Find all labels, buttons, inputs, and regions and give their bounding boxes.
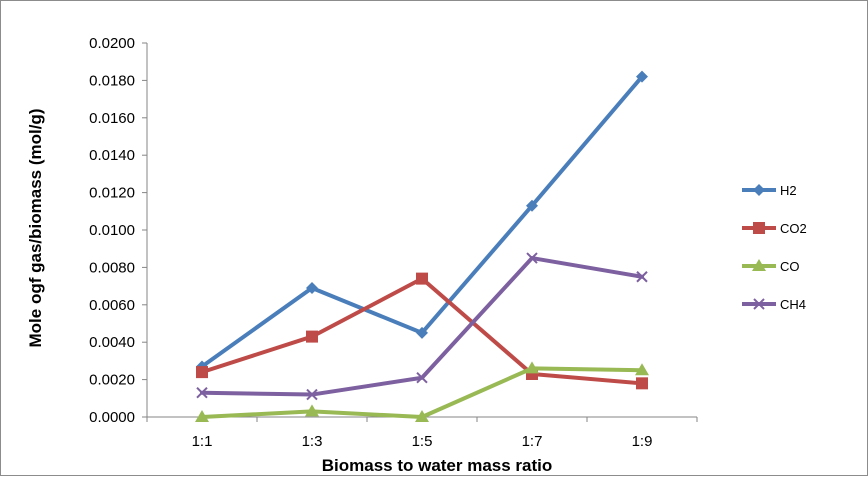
y-axis-title: Mole ogf gas/biomass (mol/g) — [26, 109, 45, 348]
data-point-co2 — [306, 330, 318, 343]
data-point-co — [195, 410, 209, 422]
legend-marker-co — [752, 259, 766, 271]
x-tick-label: 1:1 — [192, 433, 213, 450]
data-point-co — [635, 363, 649, 376]
data-point-co2 — [636, 377, 648, 390]
data-point-co2 — [416, 272, 428, 285]
x-tick-label: 1:3 — [302, 433, 323, 450]
data-point-co — [415, 410, 429, 422]
data-point-h2 — [526, 199, 538, 212]
legend-marker-ch4 — [753, 298, 765, 310]
x-tick-label: 1:5 — [412, 433, 433, 450]
data-point-ch4 — [416, 372, 428, 384]
legend-item-co: CO — [742, 259, 800, 274]
y-tick-label: 0.0000 — [89, 409, 135, 426]
series-co2 — [196, 272, 648, 390]
x-axis-title: Biomass to water mass ratio — [322, 456, 553, 475]
data-point-h2 — [416, 326, 428, 339]
data-point-h2 — [636, 70, 648, 83]
y-tick-label: 0.0160 — [89, 110, 135, 127]
legend-item-ch4: CH4 — [742, 297, 806, 312]
legend-item-co2: CO2 — [742, 221, 807, 236]
y-tick-label: 0.0080 — [89, 259, 135, 276]
y-axis-ticks: 0.0000 0.0020 0.0040 0.0060 0.0080 0.0100 0.01… — [89, 35, 147, 426]
legend-label-h2: H2 — [780, 183, 797, 198]
x-tick-label: 1:9 — [632, 433, 653, 450]
data-point-ch4 — [636, 271, 648, 283]
legend-label-ch4: CH4 — [780, 297, 806, 312]
x-tick-label: 1:7 — [522, 433, 543, 450]
y-tick-label: 0.0140 — [89, 147, 135, 164]
legend-marker-co2 — [753, 222, 765, 234]
data-point-co — [525, 361, 539, 374]
series-co — [195, 361, 649, 422]
y-tick-label: 0.0100 — [89, 222, 135, 239]
y-tick-label: 0.0060 — [89, 297, 135, 314]
series-ch4 — [196, 252, 648, 401]
data-point-h2 — [306, 281, 318, 294]
series-h2 — [196, 70, 648, 373]
legend: H2 CO2 CO CH4 — [742, 183, 807, 312]
data-point-ch4 — [196, 386, 208, 399]
series-layer — [195, 70, 649, 422]
legend-item-h2: H2 — [742, 183, 797, 198]
data-point-ch4 — [526, 252, 538, 264]
y-tick-label: 0.0020 — [89, 372, 135, 389]
legend-label-co: CO — [780, 259, 800, 274]
series-line-h2 — [200, 74, 644, 369]
y-tick-label: 0.0120 — [89, 185, 135, 202]
legend-label-co2: CO2 — [780, 221, 807, 236]
data-point-co — [305, 404, 319, 417]
x-axis-ticks: 1:1 1:3 1:5 1:7 1:9 — [146, 417, 698, 450]
y-tick-label: 0.0200 — [89, 35, 135, 52]
y-tick-label: 0.0040 — [89, 334, 135, 351]
data-point-co2 — [196, 366, 208, 379]
y-tick-label: 0.0180 — [89, 72, 135, 89]
data-point-ch4 — [306, 388, 318, 401]
legend-marker-h2 — [753, 184, 765, 196]
